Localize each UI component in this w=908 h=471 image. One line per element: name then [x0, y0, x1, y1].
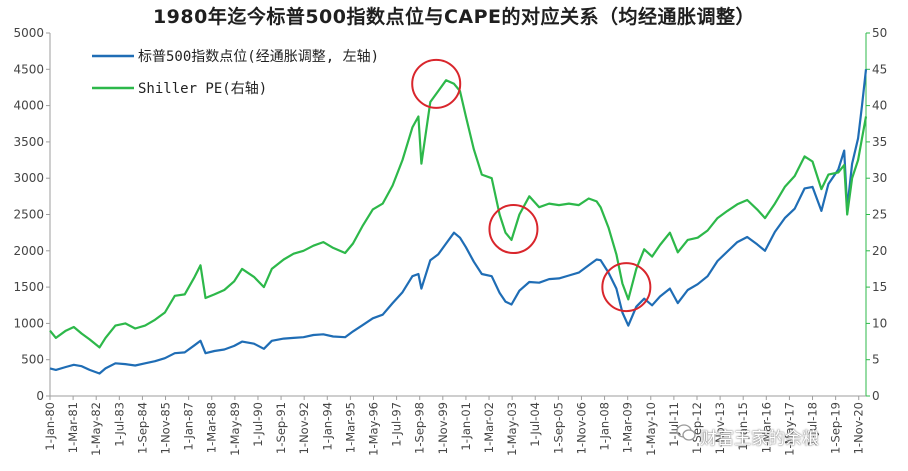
x-tick-label: 1-Mar-09 [621, 402, 635, 453]
right-tick-label: 35 [872, 135, 887, 149]
right-tick-label: 45 [872, 62, 887, 76]
axes: 0500100015002000250030003500400045005000… [13, 26, 887, 456]
x-tick-label: 1-Nov-20 [852, 402, 866, 454]
x-tick-label: 1-Jan-08 [598, 402, 612, 451]
right-tick-label: 10 [872, 316, 887, 330]
x-tick-label: 1-Jan-01 [459, 402, 473, 451]
x-tick-label: 1-Jul-11 [667, 402, 681, 447]
highlight-circle [488, 204, 539, 255]
right-tick-label: 25 [872, 208, 887, 222]
left-tick-label: 500 [21, 353, 44, 367]
wechat-icon [676, 424, 696, 441]
x-tick-label: 1-Nov-85 [159, 402, 173, 454]
x-tick-label: 1-May-17 [782, 402, 796, 456]
x-tick-label: 1-Jul-83 [112, 402, 126, 447]
right-tick-label: 50 [872, 26, 887, 40]
x-tick-label: 1-Sep-12 [690, 402, 704, 454]
x-tick-label: 1-Nov-99 [436, 402, 450, 454]
sp500-series-line [49, 69, 868, 375]
x-tick-label: 1-Sep-84 [135, 402, 149, 454]
x-tick-label: 1-Sep-91 [274, 402, 288, 454]
right-tick-label: 5 [872, 353, 880, 367]
legend: 标普500指数点位(经通胀调整, 左轴) Shiller PE(右轴) [92, 49, 379, 97]
x-tick-label: 1-May-89 [228, 402, 242, 456]
left-tick-label: 1500 [13, 280, 44, 294]
left-tick-label: 5000 [13, 26, 44, 40]
x-tick-label: 1-Mar-81 [66, 402, 80, 453]
legend-label: 标普500指数点位(经通胀调整, 左轴) [138, 49, 379, 65]
x-tick-label: 1-Jan-87 [182, 402, 196, 451]
right-tick-label: 30 [872, 171, 887, 185]
highlight-circle [411, 58, 462, 109]
left-tick-label: 1000 [13, 316, 44, 330]
x-tick-label: 1-Jul-04 [528, 402, 542, 447]
x-tick-label: 1-Mar-88 [205, 402, 219, 453]
series-lines [49, 69, 868, 375]
watermark: 财富王家的余粮 [700, 429, 819, 449]
right-tick-label: 20 [872, 244, 887, 258]
x-tick-label: 1-Jul-18 [806, 402, 820, 447]
highlight-circle [601, 262, 652, 313]
left-tick-label: 3000 [13, 171, 44, 185]
x-tick-label: 1-Mar-95 [343, 402, 357, 453]
x-tick-label: 1-May-82 [89, 402, 103, 456]
left-tick-label: 4000 [13, 99, 44, 113]
shiller-pe-series-line [49, 79, 868, 349]
x-tick-label: 1-Jan-80 [43, 402, 57, 451]
x-tick-label: 1-Nov-06 [574, 402, 588, 454]
right-tick-label: 0 [872, 389, 880, 403]
x-tick-label: 1-Nov-13 [713, 402, 727, 454]
x-tick-label: 1-Mar-16 [759, 402, 773, 453]
x-tick-label: 1-Mar-02 [482, 402, 496, 453]
right-tick-label: 40 [872, 99, 887, 113]
left-tick-label: 4500 [13, 62, 44, 76]
chart-title: 1980年迄今标普500指数点位与CAPE的对应关系（均经通胀调整） [152, 6, 756, 28]
x-tick-label: 1-Nov-92 [297, 402, 311, 454]
right-tick-label: 15 [872, 280, 887, 294]
x-tick-label: 1-Jan-94 [320, 402, 334, 451]
x-tick-label: 1-May-96 [366, 402, 380, 456]
x-tick-label: 1-Jul-97 [390, 402, 404, 447]
left-tick-label: 0 [36, 389, 44, 403]
left-tick-label: 2000 [13, 244, 44, 258]
x-tick-label: 1-Jul-90 [251, 402, 265, 447]
legend-label: Shiller PE(右轴) [138, 81, 267, 97]
x-tick-label: 1-Sep-05 [551, 402, 565, 454]
x-tick-label: 1-May-10 [644, 402, 658, 456]
x-tick-label: 1-May-03 [505, 402, 519, 456]
x-tick-label: 1-Jan-15 [736, 402, 750, 451]
annotations [411, 58, 652, 313]
left-tick-label: 3500 [13, 135, 44, 149]
left-tick-label: 2500 [13, 208, 44, 222]
x-tick-label: 1-Sep-98 [413, 402, 427, 454]
x-tick-label: 1-Sep-19 [829, 402, 843, 454]
